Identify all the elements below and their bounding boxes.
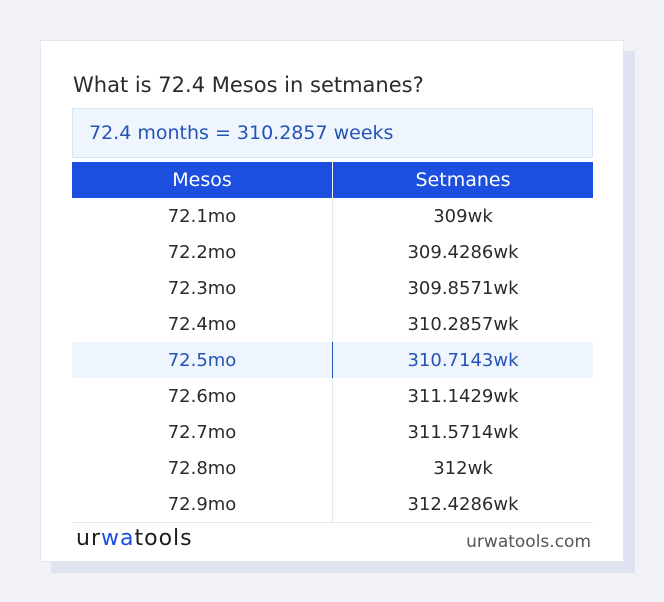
converter-card: What is 72.4 Mesos in setmanes? 72.4 mon… bbox=[40, 40, 624, 562]
cell-mesos: 72.5mo bbox=[72, 342, 333, 378]
table-row: 72.3mo 309.8571wk bbox=[72, 270, 593, 306]
cell-setmanes: 311.1429wk bbox=[407, 385, 519, 407]
table-header-row: Mesos Setmanes bbox=[72, 162, 593, 198]
logo-part-wa: wa bbox=[101, 526, 135, 551]
table-row-highlighted: 72.5mo 310.7143wk bbox=[72, 342, 593, 378]
cell-mesos: 72.3mo bbox=[72, 270, 333, 306]
logo-part-tools: tools bbox=[134, 526, 193, 551]
cell-mesos: 72.1mo bbox=[72, 198, 333, 234]
answer-box: 72.4 months = 310.2857 weeks bbox=[72, 108, 593, 158]
table-row: 72.1mo 309wk bbox=[72, 198, 593, 234]
table-row: 72.7mo 311.5714wk bbox=[72, 414, 593, 450]
urwatools-logo[interactable]: urwatools bbox=[76, 526, 193, 551]
table-row: 72.9mo 312.4286wk bbox=[72, 486, 593, 523]
site-link[interactable]: urwatools.com bbox=[466, 532, 591, 552]
table-row: 72.6mo 311.1429wk bbox=[72, 378, 593, 414]
cell-setmanes: 310.2857wk bbox=[407, 313, 519, 335]
conversion-table: Mesos Setmanes 72.1mo 309wk 72.2mo 309.4… bbox=[72, 162, 593, 523]
cell-mesos: 72.2mo bbox=[72, 234, 333, 270]
cell-mesos: 72.6mo bbox=[72, 378, 333, 414]
cell-setmanes: 312wk bbox=[433, 457, 493, 479]
table-row: 72.4mo 310.2857wk bbox=[72, 306, 593, 342]
header-setmanes: Setmanes bbox=[332, 162, 593, 198]
cell-setmanes: 310.7143wk bbox=[332, 342, 593, 378]
cell-mesos: 72.4mo bbox=[72, 306, 333, 342]
cell-mesos: 72.9mo bbox=[72, 486, 333, 523]
cell-setmanes: 309.4286wk bbox=[407, 241, 519, 263]
cell-setmanes: 309wk bbox=[433, 205, 493, 227]
cell-mesos: 72.8mo bbox=[72, 450, 333, 486]
header-mesos: Mesos bbox=[72, 162, 333, 198]
cell-setmanes: 311.5714wk bbox=[407, 421, 519, 443]
logo-part-ur: ur bbox=[76, 526, 101, 551]
cell-mesos: 72.7mo bbox=[72, 414, 333, 450]
question-heading: What is 72.4 Mesos in setmanes? bbox=[73, 73, 424, 97]
cell-setmanes: 309.8571wk bbox=[407, 277, 519, 299]
table-row: 72.2mo 309.4286wk bbox=[72, 234, 593, 270]
cell-setmanes: 312.4286wk bbox=[332, 486, 593, 523]
table-row: 72.8mo 312wk bbox=[72, 450, 593, 486]
